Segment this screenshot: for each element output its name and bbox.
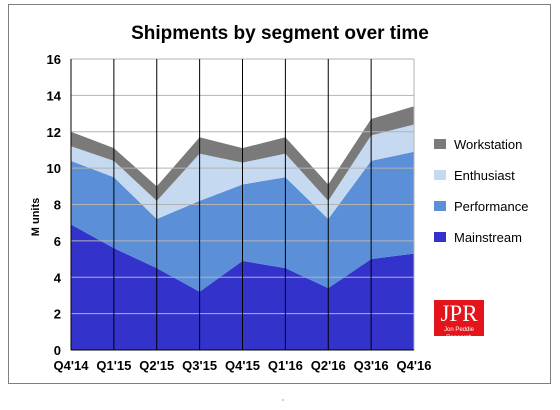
y-tick-label: 0 (54, 343, 61, 358)
x-tick-label: Q2'15 (139, 358, 174, 373)
legend-swatch (434, 232, 446, 242)
legend-swatch (434, 139, 446, 149)
legend-label: Workstation (454, 137, 522, 152)
x-tick-label: Q3'16 (354, 358, 389, 373)
logo-letters: JPR (440, 301, 478, 326)
chart-title: Shipments by segment over time (131, 23, 429, 44)
x-tick-label: Q2'16 (311, 358, 346, 373)
y-axis: 0 2 4 6 8 10 12 14 16 (47, 52, 62, 358)
y-tick-label: 16 (47, 52, 61, 67)
y-tick-label: 14 (47, 88, 62, 103)
stray-dot (282, 399, 284, 401)
legend: Workstation Enthusiast Performance Mainstre… (434, 137, 528, 245)
logo-name: Jon Peddie Research (443, 327, 475, 341)
legend-label: Performance (454, 199, 528, 214)
y-tick-label: 2 (54, 307, 61, 322)
y-axis-label: M units (30, 198, 42, 237)
x-tick-label: Q4'15 (225, 358, 260, 373)
legend-swatch (434, 170, 446, 180)
x-tick-label: Q3'15 (182, 358, 217, 373)
chart-svg: Shipments by segment over time 0 2 4 6 8 10 12… (30, 23, 528, 373)
y-tick-label: 6 (54, 234, 61, 249)
x-tick-label: Q1'16 (268, 358, 303, 373)
y-tick-label: 4 (54, 270, 62, 285)
x-tick-label: Q1'15 (96, 358, 131, 373)
x-tick-label: Q4'16 (397, 358, 432, 373)
x-axis: Q4'14 Q1'15 Q2'15 Q3'15 Q4'15 Q1'16 Q2'16 Q3'16… (54, 358, 432, 373)
y-tick-label: 8 (54, 198, 61, 213)
legend-swatch (434, 201, 446, 211)
legend-label: Enthusiast (454, 168, 515, 183)
legend-label: Mainstream (454, 230, 522, 245)
y-tick-label: 12 (47, 125, 61, 140)
chart-frame: Shipments by segment over time 0 2 4 6 8 10 12… (8, 4, 551, 384)
gridlines (70, 58, 415, 351)
x-tick-label: Q4'14 (54, 358, 90, 373)
y-tick-label: 10 (47, 161, 61, 176)
jpr-logo: JPR Jon Peddie Research (434, 300, 484, 341)
